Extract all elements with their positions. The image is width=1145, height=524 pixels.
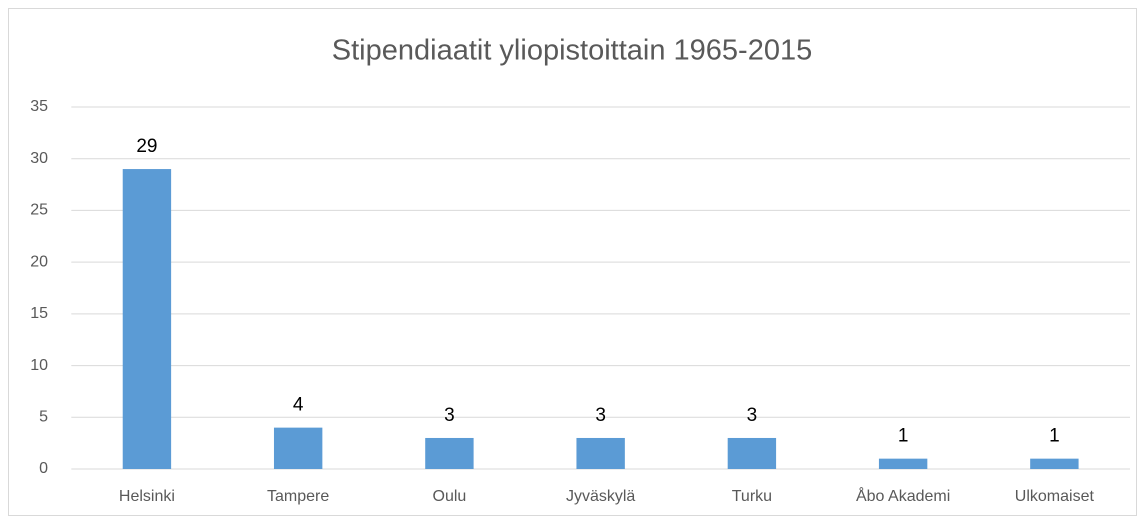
y-tick-label: 0 (39, 460, 48, 477)
y-tick-label: 5 (39, 409, 48, 426)
data-label: 1 (898, 426, 909, 447)
data-label: 4 (293, 395, 304, 416)
bar (425, 437, 474, 469)
y-tick-label: 15 (30, 305, 48, 322)
bar (576, 437, 625, 469)
x-tick-label: Ulkomaiset (1015, 488, 1095, 505)
y-tick-label: 20 (30, 253, 48, 270)
x-tick-label: Tampere (267, 488, 329, 505)
bar (1030, 458, 1079, 469)
chart-title: Stipendiaatit yliopistoittain 1965-2015 (332, 35, 812, 67)
data-label: 1 (1049, 426, 1060, 447)
y-tick-label: 35 (30, 98, 48, 115)
y-tick-label: 25 (30, 202, 48, 219)
x-tick-label: Åbo Akademi (856, 486, 950, 505)
bar (727, 437, 777, 469)
x-tick-label: Turku (732, 488, 772, 505)
data-label: 3 (747, 405, 758, 426)
y-tick-label: 30 (30, 150, 48, 167)
bar (878, 458, 928, 469)
y-tick-label: 10 (30, 357, 48, 374)
x-tick-label: Helsinki (119, 488, 175, 505)
x-tick-label: Oulu (433, 488, 467, 505)
bar (273, 427, 323, 469)
data-label: 29 (136, 136, 157, 157)
x-tick-label: Jyväskylä (566, 488, 635, 505)
bar (122, 169, 172, 470)
data-label: 3 (595, 405, 606, 426)
data-label: 3 (444, 405, 455, 426)
